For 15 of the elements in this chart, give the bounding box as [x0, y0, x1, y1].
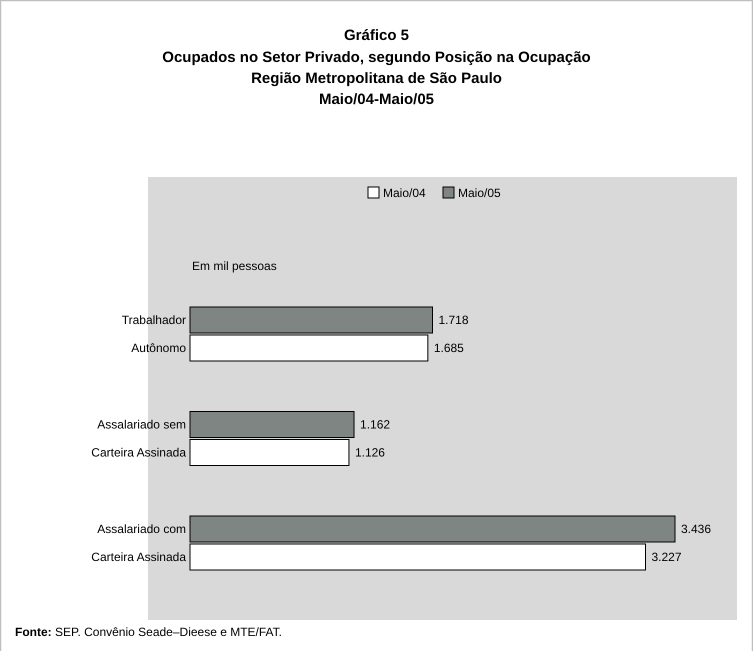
y-tick-label: Assalariado sem Carteira Assinada: [91, 418, 186, 460]
legend-label: Maio/04: [383, 186, 426, 200]
data-label: 1.126: [354, 446, 386, 460]
data-label: 3.227: [652, 550, 682, 564]
data-label: 1.162: [360, 418, 390, 432]
text: Em mil pessoas: [192, 259, 277, 273]
chart-title: Gráfico 5: [344, 27, 410, 44]
data-label: 3.436: [681, 522, 712, 536]
y-tick-label: Assalariado com Carteira Assinada: [91, 522, 186, 564]
source-note: Fonte: SEP. Convênio Seade–Dieese e MTE/FAT.: [15, 625, 282, 639]
data-label: 1.685: [434, 341, 464, 355]
data-label: 1.718: [438, 313, 469, 327]
legend-label: Maio/05: [458, 186, 502, 200]
y-tick-label: Trabalhador Autônomo: [122, 313, 186, 355]
chart-subtitle: Ocupados no Setor Privado, segundo Posição na Ocupação Região Metropolitana de São Paulo Maio/04-Maio/05: [162, 49, 591, 108]
